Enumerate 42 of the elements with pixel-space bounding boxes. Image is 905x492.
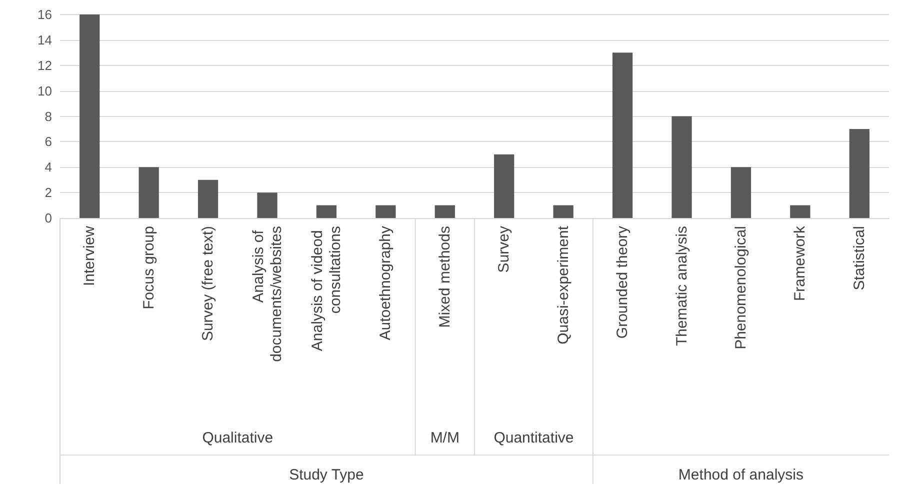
y-tick-label: 0 <box>44 210 52 226</box>
x-tick-label: Focus group <box>140 226 158 310</box>
bar <box>730 167 752 218</box>
y-tick-label: 6 <box>44 134 52 150</box>
x-tick-label: Autoethnography <box>377 226 394 340</box>
y-tick-label: 14 <box>38 32 52 48</box>
y-tick-label: 12 <box>38 58 52 73</box>
x-tick-label: Quasi-experiment <box>554 225 572 344</box>
bar <box>257 192 278 218</box>
bar <box>553 205 574 218</box>
x-tick-label: Mixed methods <box>436 226 454 328</box>
text: Method of analysis <box>678 466 804 484</box>
x-tick-label: Grounded theory <box>614 226 632 339</box>
y-tick-label: 10 <box>38 83 52 98</box>
x-tick-label: Phenomenological <box>732 226 750 350</box>
x-tick-label: Thematic analysis <box>673 226 690 346</box>
bar <box>790 205 810 218</box>
y-tick-label: 8 <box>44 108 52 124</box>
x-tick-label: Survey <box>496 226 513 273</box>
bar <box>849 128 870 218</box>
bar <box>80 14 100 218</box>
text: Qualitative <box>202 430 274 446</box>
x-tick-label: Analysis of documents/websites <box>250 226 285 362</box>
bar <box>672 116 692 218</box>
x-tick-label: Analysis of videod consultations <box>308 226 344 352</box>
y-tick-label: 4 <box>44 160 52 175</box>
x-tick-label: Interview <box>81 226 98 286</box>
text: Study Type <box>289 466 364 484</box>
bar <box>376 205 396 218</box>
bar <box>612 52 633 218</box>
x-tick-label: Statistical <box>850 226 868 290</box>
y-tick-label: 2 <box>44 185 52 200</box>
x-tick-label: Survey (free text) <box>200 226 217 342</box>
bar <box>434 205 455 218</box>
bar <box>198 180 218 218</box>
bar <box>316 205 337 218</box>
text: M/M <box>430 430 460 446</box>
text: Quantitative <box>494 430 574 446</box>
bar <box>494 154 514 218</box>
bar <box>138 167 159 218</box>
y-tick-label: 16 <box>38 7 52 22</box>
x-tick-label: Framework <box>792 226 809 302</box>
